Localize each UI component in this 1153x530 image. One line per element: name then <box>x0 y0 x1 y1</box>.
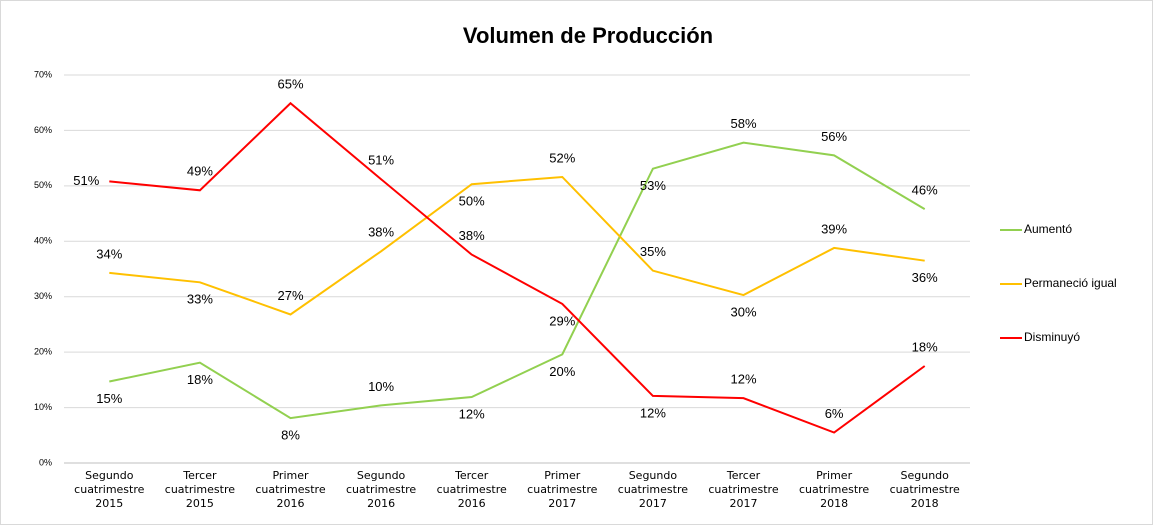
x-tick-label: Segundo cuatrimestre 2015 <box>74 469 145 510</box>
data-label: 34% <box>96 246 122 261</box>
x-tick-label: Primer cuatrimestre 2016 <box>255 469 326 510</box>
data-label: 6% <box>825 406 844 421</box>
y-tick-label: 40% <box>34 236 52 246</box>
x-tick-label: Segundo cuatrimestre 2018 <box>889 469 960 510</box>
data-label: 51% <box>368 153 394 168</box>
data-label: 18% <box>187 372 213 387</box>
data-label: 27% <box>277 288 303 303</box>
data-label: 30% <box>730 304 756 319</box>
x-tick-label-box: Tercer cuatrimestre 2017 <box>708 469 779 510</box>
x-tick-label: Tercer cuatrimestre 2016 <box>436 469 507 510</box>
chart-title: Volumen de Producción <box>463 23 713 48</box>
data-label: 18% <box>912 339 938 354</box>
data-label: 38% <box>459 228 485 243</box>
x-tick-label: Primer cuatrimestre 2017 <box>527 469 598 510</box>
data-label: 50% <box>459 194 485 209</box>
data-label: 56% <box>821 129 847 144</box>
x-tick-label-box: Segundo cuatrimestre 2017 <box>617 469 688 510</box>
data-label: 12% <box>459 406 485 421</box>
data-label: 15% <box>96 391 122 406</box>
data-label: 52% <box>549 150 575 165</box>
y-tick-label: 70% <box>34 69 52 79</box>
x-tick-label: Primer cuatrimestre 2018 <box>798 469 870 510</box>
y-tick-label: 50% <box>34 180 52 190</box>
data-label: 36% <box>912 270 938 285</box>
data-label: 51% <box>73 173 99 188</box>
x-tick-label-box: Primer cuatrimestre 2018 <box>798 469 870 510</box>
data-label: 49% <box>187 164 213 179</box>
series-line <box>109 141 926 420</box>
x-tick-label-box: Primer cuatrimestre 2017 <box>527 469 598 510</box>
data-label: 33% <box>187 292 213 307</box>
x-tick-label-box: Segundo cuatrimestre 2018 <box>889 469 960 510</box>
data-label: 12% <box>640 405 666 420</box>
data-label: 20% <box>549 364 575 379</box>
x-tick-label-box: Tercer cuatrimestre 2015 <box>164 469 235 510</box>
y-tick-label: 0% <box>39 457 52 467</box>
x-tick-label: Tercer cuatrimestre 2017 <box>708 469 779 510</box>
data-label: 8% <box>281 428 300 443</box>
data-label: 38% <box>368 225 394 240</box>
data-label: 35% <box>640 244 666 259</box>
x-tick-label-box: Tercer cuatrimestre 2016 <box>436 469 507 510</box>
x-tick-label: Segundo cuatrimestre 2017 <box>617 469 688 510</box>
data-label: 65% <box>277 77 303 92</box>
data-label: 12% <box>730 372 756 387</box>
y-tick-label: 10% <box>34 402 52 412</box>
y-tick-label: 30% <box>34 291 52 301</box>
data-label: 58% <box>730 116 756 131</box>
x-tick-label-box: Segundo cuatrimestre 2015 <box>74 469 145 510</box>
data-label: 46% <box>912 183 938 198</box>
legend-label: Aumentó <box>1024 222 1072 236</box>
x-tick-label-box: Segundo cuatrimestre 2016 <box>345 469 417 510</box>
legend-label: Permaneció igual <box>1024 276 1117 290</box>
x-tick-label: Tercer cuatrimestre 2015 <box>164 469 235 510</box>
x-tick-label: Segundo cuatrimestre 2016 <box>345 469 417 510</box>
y-tick-label: 20% <box>34 347 52 357</box>
x-tick-label-box: Primer cuatrimestre 2016 <box>255 469 326 510</box>
series-line <box>109 175 925 316</box>
y-tick-label: 60% <box>34 125 52 135</box>
legend-label: Disminuyó <box>1024 330 1080 344</box>
data-label: 10% <box>368 379 394 394</box>
data-label: 39% <box>821 221 847 236</box>
series-line <box>109 101 926 434</box>
data-label: 29% <box>549 313 575 328</box>
data-label: 53% <box>640 178 666 193</box>
